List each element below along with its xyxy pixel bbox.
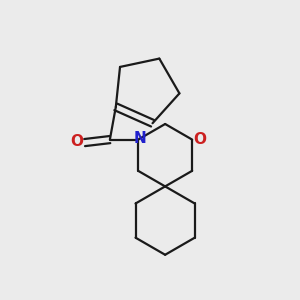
Text: O: O: [70, 134, 83, 149]
Text: N: N: [133, 131, 146, 146]
Text: O: O: [194, 131, 207, 146]
